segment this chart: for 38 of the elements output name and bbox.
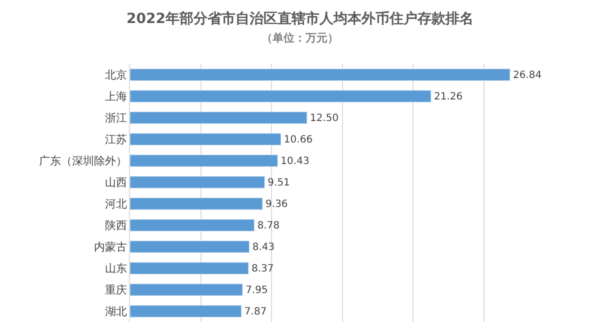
data-label: 8.37 bbox=[252, 263, 274, 274]
data-label: 10.66 bbox=[284, 134, 313, 146]
bar bbox=[130, 90, 432, 102]
y-tick-label: 山东 bbox=[104, 262, 127, 276]
data-label: 7.95 bbox=[246, 284, 268, 296]
y-tick-label: 湖北 bbox=[104, 305, 127, 318]
bar bbox=[130, 262, 249, 274]
y-tick-label: 重庆 bbox=[104, 284, 127, 297]
data-label: 26.84 bbox=[513, 70, 542, 81]
y-tick-label: 河北 bbox=[104, 198, 127, 211]
data-label: 10.43 bbox=[280, 156, 310, 167]
y-tick-label: 广东（深圳除外） bbox=[38, 154, 127, 168]
bar bbox=[130, 68, 510, 81]
chart-subtitle: （单位：万元） bbox=[262, 31, 338, 44]
data-label: 9.51 bbox=[268, 177, 290, 188]
y-tick-label: 内蒙古 bbox=[94, 240, 127, 254]
data-label: 8.78 bbox=[257, 220, 280, 232]
bar bbox=[130, 154, 278, 167]
bar bbox=[130, 305, 242, 318]
y-tick-label: 山西 bbox=[104, 176, 127, 190]
data-label: 12.50 bbox=[310, 112, 339, 124]
y-tick-label: 江苏 bbox=[104, 133, 127, 146]
y-tick-label: 陕西 bbox=[104, 219, 127, 232]
data-label: 8.43 bbox=[252, 242, 275, 253]
bar bbox=[130, 176, 265, 188]
data-label: 7.87 bbox=[244, 306, 267, 318]
bar bbox=[130, 240, 250, 253]
y-tick-label: 上海 bbox=[104, 90, 127, 104]
data-label: 9.36 bbox=[266, 198, 288, 210]
bar bbox=[130, 219, 255, 232]
bar bbox=[130, 112, 308, 124]
bar bbox=[130, 198, 263, 210]
data-label: 21.26 bbox=[434, 91, 463, 102]
y-tick-label: 北京 bbox=[104, 68, 127, 82]
bar bbox=[130, 133, 282, 146]
chart-title: 2022年部分省市自治区直辖市人均本外币住户存款排名 bbox=[126, 10, 474, 28]
bar bbox=[130, 284, 243, 296]
y-tick-label: 浙江 bbox=[104, 112, 127, 125]
